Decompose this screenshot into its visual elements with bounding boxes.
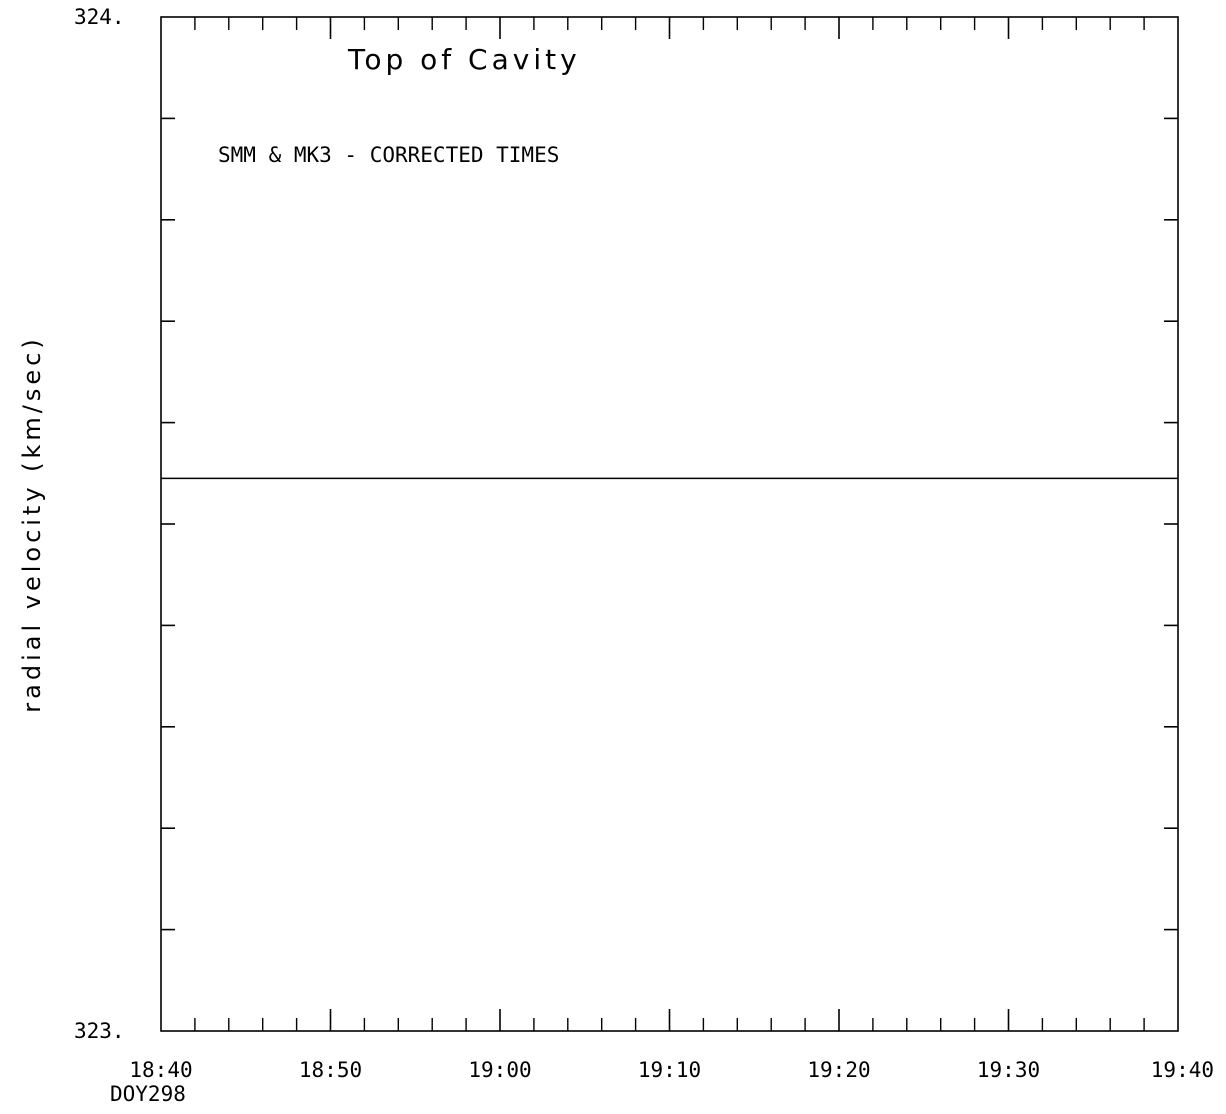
x-tick-label: 19:10 bbox=[638, 1058, 701, 1082]
x-tick-label: 19:40 bbox=[1151, 1058, 1214, 1082]
x-tick-label: 19:20 bbox=[807, 1058, 870, 1082]
x-tick-label: 18:40 bbox=[129, 1058, 192, 1082]
y-tick-label-top: 324. bbox=[74, 5, 125, 29]
major-ticks bbox=[161, 17, 1178, 1031]
plot-frame bbox=[160, 16, 1179, 1032]
chart-annotation: SMM & MK3 - CORRECTED TIMES bbox=[218, 143, 559, 167]
x-tick-label: 19:00 bbox=[468, 1058, 531, 1082]
x-tick-label: 18:50 bbox=[299, 1058, 362, 1082]
x-sub-label: DOY298 bbox=[110, 1082, 186, 1106]
chart-title: Top of Cavity bbox=[347, 43, 581, 76]
y-tick-label-bottom: 323. bbox=[74, 1019, 125, 1043]
x-tick-labels: 18:40 18:50 19:00 19:10 19:20 19:30 19:4… bbox=[129, 1058, 1214, 1082]
x-tick-label: 19:30 bbox=[977, 1058, 1040, 1082]
minor-ticks bbox=[194, 17, 1145, 1031]
y-axis-label: radial velocity (km/sec) bbox=[18, 335, 46, 712]
